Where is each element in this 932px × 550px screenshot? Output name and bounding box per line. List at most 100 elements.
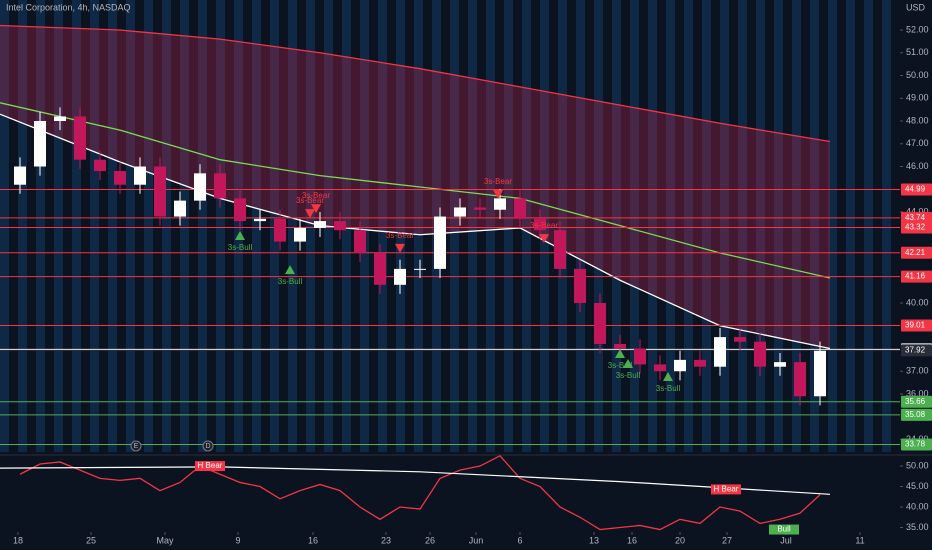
candle-body (814, 350, 826, 397)
moving-average (0, 102, 831, 279)
price-level-label: 42.21 (905, 248, 926, 257)
x-tick-label: 6 (517, 535, 522, 545)
oscillator-signal (0, 466, 831, 495)
price-level-box (901, 183, 932, 196)
x-tick-label: 9 (235, 535, 240, 545)
price-level-label: 41.16 (905, 272, 926, 281)
price-level-label: 39.01 (905, 321, 926, 330)
candle-body (114, 171, 126, 185)
candle-body (394, 268, 406, 285)
y-tick-label: 48.00 (906, 115, 929, 125)
candle-body (354, 230, 366, 253)
oscillator-line (19, 455, 821, 531)
candle-body (554, 230, 566, 269)
signal-marker (395, 243, 405, 253)
candle-body (514, 198, 526, 219)
candle-body (14, 166, 26, 185)
signal-label: 3s-Bear (302, 191, 330, 200)
moving-average (0, 24, 831, 143)
price-level-label: 37.92 (905, 345, 926, 354)
osc-tick-label: 35.00 (906, 522, 929, 532)
osc-tick-label: 45.00 (906, 481, 929, 491)
y-tick-label: 49.00 (906, 93, 929, 103)
background-stripes (0, 0, 900, 452)
y-tick-label: 44.00 (906, 206, 929, 216)
price-level-box (901, 438, 932, 451)
candle-body (274, 218, 286, 242)
price-level-box (901, 221, 932, 234)
candle-body (34, 121, 46, 167)
candle-body (94, 159, 106, 172)
x-tick-label: 13 (589, 535, 599, 545)
price-level-box (901, 395, 932, 408)
candle-body (134, 166, 146, 185)
event-label: D (205, 443, 210, 450)
candle-body (654, 364, 666, 372)
signal-marker (663, 371, 673, 381)
candle-body (194, 173, 206, 201)
event-label: E (134, 443, 139, 450)
price-level-label: 35.66 (905, 397, 926, 406)
x-tick-label: 25 (86, 535, 96, 545)
signal-marker (305, 209, 315, 219)
signal-marker (285, 265, 295, 275)
signal-marker (235, 230, 245, 240)
x-tick-label: Jun (469, 535, 484, 545)
signal-label: 3s-Bear (530, 221, 558, 230)
price-level-box (901, 270, 932, 283)
osc-label: H Bear (714, 485, 739, 494)
x-tick-label: 16 (627, 535, 637, 545)
candle-body (234, 198, 246, 222)
osc-label: Bull (777, 525, 791, 534)
price-level-box (901, 246, 932, 259)
candle-body (674, 359, 686, 372)
signal-marker (493, 189, 503, 199)
signal-marker (615, 349, 625, 359)
signal-marker (311, 204, 321, 214)
signal-marker (623, 359, 633, 369)
y-tick-label: 40.00 (906, 297, 929, 307)
moving-average (0, 113, 831, 350)
y-tick-label: 47.00 (906, 138, 929, 148)
osc-label-box (195, 461, 225, 472)
x-tick-label: Jul (780, 535, 792, 545)
y-tick-label: 37.00 (906, 366, 929, 376)
candle-body (174, 200, 186, 217)
event-marker (130, 440, 142, 452)
x-tick-label: 23 (381, 535, 391, 545)
candle-body (414, 268, 426, 270)
candle-body (434, 216, 446, 269)
price-level-label: 35.08 (905, 410, 926, 419)
x-tick-label: 20 (675, 535, 685, 545)
signal-label: 3s-Bear (386, 231, 414, 240)
price-level-box (901, 211, 932, 224)
candle-body (54, 116, 66, 122)
osc-label: H Bear (198, 461, 223, 470)
y-tick-label: 36.00 (906, 388, 929, 398)
osc-tick-label: 40.00 (906, 501, 929, 511)
candle-body (594, 303, 606, 344)
x-tick-label: 11 (855, 535, 864, 545)
price-level-box (901, 344, 932, 357)
signal-label: 3s-Bull (656, 384, 681, 393)
x-tick-label: 26 (425, 535, 435, 545)
y-tick-label: 51.00 (906, 47, 929, 57)
price-level-label: 43.74 (905, 213, 926, 222)
currency: USD (906, 2, 926, 12)
price-level-label: 33.78 (905, 440, 926, 449)
signal-label: 3s-Bear (484, 177, 512, 186)
candle-body (294, 227, 306, 242)
candle-body (794, 362, 806, 397)
candle-body (574, 268, 586, 304)
x-tick-label: 27 (722, 535, 732, 545)
signal-label: 3s-Bull (278, 277, 303, 286)
price-level-label: 43.32 (905, 223, 926, 232)
candle-body (474, 207, 486, 210)
chart-title: Intel Corporation, 4h, NASDAQ (6, 2, 131, 12)
event-marker (202, 440, 214, 452)
candle-body (754, 341, 766, 367)
osc-tick-label: 50.00 (906, 460, 929, 470)
candle-body (494, 198, 506, 210)
